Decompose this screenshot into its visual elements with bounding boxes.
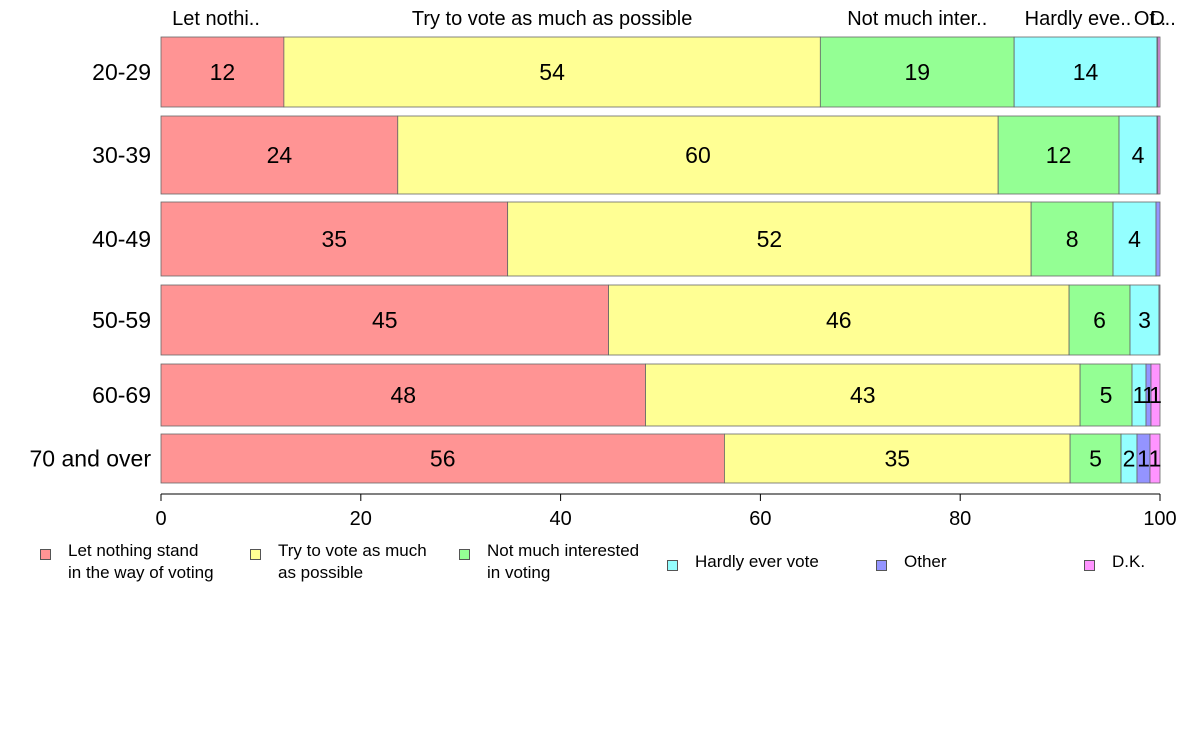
category-label: 70 and over <box>30 446 152 472</box>
series-header-label: Hardly eve.. <box>1025 8 1132 30</box>
bar-segment <box>160 36 285 108</box>
legend-item-try-to-vote: Try to vote as much as possible <box>250 540 427 584</box>
data-label: 1 <box>1149 446 1162 472</box>
bar-segment <box>1157 36 1161 108</box>
data-label: 54 <box>539 59 565 85</box>
bar-segment <box>1013 36 1158 108</box>
legend-item-dk: D.K. <box>1084 551 1145 573</box>
legend-swatch <box>667 560 678 571</box>
bar-segment <box>1030 201 1114 277</box>
bar-segment <box>645 363 1081 427</box>
bar-segment <box>1069 433 1122 484</box>
data-label: 45 <box>372 307 398 333</box>
legend-swatch <box>459 549 470 560</box>
legend-label: Try to vote as much as possible <box>278 541 427 582</box>
bar-segment <box>160 433 725 484</box>
legend-label: Other <box>904 552 947 571</box>
data-label: 12 <box>1046 142 1072 168</box>
x-tick-label: 60 <box>749 508 771 530</box>
legend-swatch <box>40 549 51 560</box>
bar-segment <box>160 284 609 356</box>
data-label: 56 <box>430 446 456 472</box>
legend-item-other: Other <box>876 551 947 573</box>
bar-segment <box>1118 115 1158 195</box>
category-label: 20-29 <box>92 59 151 85</box>
bar-segment <box>507 201 1032 277</box>
legend-label: Not much interested in voting <box>487 541 640 582</box>
category-label: 30-39 <box>92 142 151 168</box>
x-tick-label: 0 <box>155 508 166 530</box>
bar-segment <box>1150 363 1161 427</box>
data-label: 1 <box>1149 382 1162 408</box>
bar-segment <box>997 115 1120 195</box>
x-tick-label: 80 <box>949 508 971 530</box>
bar-segment <box>608 284 1070 356</box>
bar-segment <box>283 36 821 108</box>
legend-swatch <box>250 549 261 560</box>
data-label: 19 <box>904 59 930 85</box>
legend: Let nothing stand in the way of voting T… <box>0 540 1188 600</box>
data-label: 60 <box>685 142 711 168</box>
bar-segment <box>1149 433 1161 484</box>
x-tick-label: 40 <box>549 508 571 530</box>
data-label: 14 <box>1073 59 1099 85</box>
bar-segment <box>1157 115 1161 195</box>
series-header-label: D.. <box>1150 8 1176 30</box>
series-header-label: Ot.. <box>1134 8 1166 30</box>
x-tick-label: 100 <box>1143 508 1176 530</box>
bar-segment <box>397 115 999 195</box>
data-label: 4 <box>1132 142 1145 168</box>
series-header-label: Let nothi.. <box>172 8 260 30</box>
data-label: 52 <box>757 226 783 252</box>
legend-item-let-nothing: Let nothing stand in the way of voting <box>40 540 214 584</box>
legend-item-not-much-interested: Not much interested in voting <box>459 540 639 584</box>
data-label: 8 <box>1066 226 1079 252</box>
bar-segment <box>819 36 1015 108</box>
legend-item-hardly-ever-vote: Hardly ever vote <box>667 551 819 573</box>
data-label: 46 <box>826 307 852 333</box>
data-label: 48 <box>390 382 416 408</box>
legend-label: Hardly ever vote <box>695 552 819 571</box>
bar-segment <box>1112 201 1157 277</box>
data-label: 12 <box>210 59 236 85</box>
category-label: 40-49 <box>92 226 151 252</box>
bar-segment <box>1068 284 1131 356</box>
bar-segment <box>160 115 399 195</box>
series-header-label: Try to vote as much as possible <box>412 8 693 30</box>
bar-segment <box>1158 284 1161 356</box>
legend-label: Let nothing stand in the way of voting <box>68 541 214 582</box>
data-label: 35 <box>322 226 348 252</box>
x-tick-label: 20 <box>350 508 372 530</box>
data-label: 2 <box>1123 446 1136 472</box>
legend-swatch <box>876 560 887 571</box>
category-label: 50-59 <box>92 307 151 333</box>
bar-segment <box>1155 201 1161 277</box>
data-label: 5 <box>1100 382 1113 408</box>
bar-segment <box>160 363 646 427</box>
data-label: 4 <box>1128 226 1141 252</box>
series-header-label: Not much inter.. <box>847 8 987 30</box>
bar-segment <box>1129 284 1160 356</box>
category-label: 60-69 <box>92 382 151 408</box>
data-label: 1 <box>1137 446 1150 472</box>
data-label: 3 <box>1138 307 1151 333</box>
data-label: 6 <box>1093 307 1106 333</box>
bar-segment <box>1079 363 1133 427</box>
data-label: 24 <box>267 142 293 168</box>
data-label: 43 <box>850 382 876 408</box>
data-label: 1 <box>1133 382 1146 408</box>
bar-segment <box>160 201 509 277</box>
data-label: 35 <box>884 446 910 472</box>
legend-label: D.K. <box>1112 552 1146 571</box>
legend-swatch <box>1084 560 1095 571</box>
data-label: 5 <box>1089 446 1102 472</box>
